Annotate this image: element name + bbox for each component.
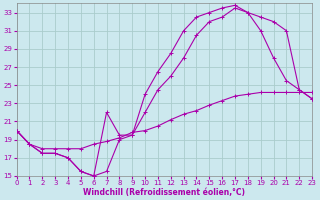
X-axis label: Windchill (Refroidissement éolien,°C): Windchill (Refroidissement éolien,°C) <box>84 188 245 197</box>
